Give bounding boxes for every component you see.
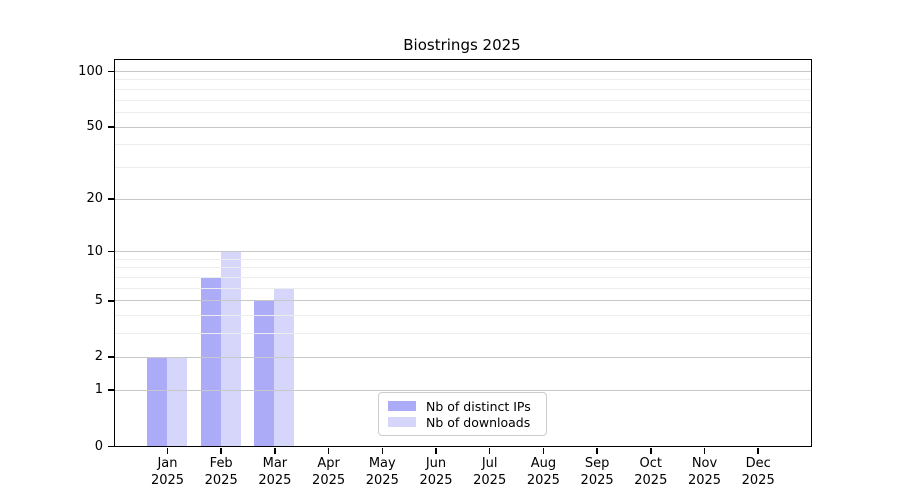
major-gridline: [115, 71, 811, 73]
minor-gridline: [115, 111, 811, 113]
x-tick: [327, 448, 330, 454]
legend-row: Nb of downloads: [388, 414, 546, 430]
year-label: 2025: [687, 473, 722, 488]
x-tick: [757, 448, 759, 454]
y-tick-label: 100: [78, 63, 103, 79]
bar-feb-series1: [220, 251, 241, 446]
month-label: Jan: [157, 456, 178, 471]
year-label: 2025: [741, 473, 775, 488]
month-label: Dec: [745, 456, 771, 471]
minor-gridline: [115, 267, 811, 269]
major-gridline: [115, 251, 811, 253]
x-tick: [596, 448, 598, 454]
x-tick-label-nov: Nov 2025: [673, 455, 737, 489]
y-tick-label: 0: [94, 438, 103, 454]
major-gridline: [115, 356, 811, 358]
legend: Nb of distinct IPs Nb of downloads: [378, 392, 547, 436]
y-tick: [108, 389, 115, 391]
y-tick-label: 20: [86, 191, 103, 207]
y-tick-label: 1: [94, 382, 103, 398]
x-tick: [542, 448, 545, 454]
x-tick: [650, 448, 652, 454]
month-label: Oct: [639, 456, 663, 471]
year-label: 2025: [204, 473, 238, 488]
year-label: 2025: [580, 473, 614, 488]
y-tick: [108, 356, 115, 358]
y-tick: [108, 250, 115, 253]
month-label: Aug: [530, 456, 557, 471]
x-tick-label-aug: Aug 2025: [511, 455, 575, 489]
year-label: 2025: [634, 473, 668, 488]
y-tick: [108, 70, 115, 73]
legend-label-series1: Nb of downloads: [426, 414, 531, 430]
bar-mar-series0: [254, 300, 275, 446]
x-tick-label-jan: Jan 2025: [136, 455, 200, 489]
minor-gridline: [115, 287, 811, 289]
bar-feb-series0: [200, 277, 221, 446]
y-tick: [108, 300, 115, 302]
major-gridline: [115, 198, 811, 200]
year-label: 2025: [473, 473, 507, 488]
minor-gridline: [115, 144, 811, 146]
minor-gridline: [115, 277, 811, 279]
month-label: Feb: [209, 456, 233, 471]
major-gridline: [115, 300, 811, 302]
x-tick: [166, 448, 169, 454]
y-tick-label: 50: [86, 119, 103, 135]
y-tick: [108, 445, 115, 448]
legend-swatch-series1: [388, 417, 416, 427]
x-tick: [381, 448, 384, 454]
x-tick-label-jul: Jul 2025: [458, 455, 522, 489]
x-tick-label-jun: Jun 2025: [404, 455, 468, 489]
y-tick: [108, 198, 115, 200]
bar-mar-series1: [274, 287, 295, 446]
month-label: Nov: [691, 456, 718, 471]
year-label: 2025: [150, 473, 185, 488]
x-tick-label-may: May 2025: [350, 455, 414, 489]
major-gridline: [115, 389, 811, 391]
x-tick-label-feb: Feb 2025: [189, 455, 253, 489]
month-label: Jun: [425, 456, 447, 471]
major-gridline: [115, 126, 811, 128]
x-tick-label-mar: Mar 2025: [243, 455, 307, 489]
legend-label-series0: Nb of distinct IPs: [426, 398, 531, 414]
legend-row: Nb of distinct IPs: [388, 398, 546, 414]
minor-gridline: [115, 333, 811, 335]
x-tick-label-oct: Oct 2025: [619, 455, 683, 489]
bar-jan-series0: [147, 356, 167, 446]
x-tick: [488, 448, 491, 454]
x-tick: [220, 448, 222, 454]
y-tick-label: 5: [94, 292, 103, 308]
chart-title: Biostrings 2025: [403, 36, 521, 54]
month-label: Jul: [481, 456, 498, 471]
year-label: 2025: [312, 473, 346, 488]
y-tick-label: 10: [86, 243, 103, 259]
bar-jan-series1: [167, 356, 187, 446]
x-tick-label-dec: Dec 2025: [726, 455, 790, 489]
month-label: Mar: [262, 456, 288, 471]
y-tick-label: 2: [94, 349, 103, 365]
y-tick: [108, 126, 115, 128]
year-label: 2025: [526, 473, 560, 488]
x-tick: [703, 448, 706, 454]
minor-gridline: [115, 166, 811, 168]
year-label: 2025: [419, 473, 453, 488]
x-tick: [274, 448, 276, 454]
year-label: 2025: [258, 473, 292, 488]
legend-swatch-series0: [388, 401, 416, 411]
plot-area: [114, 59, 812, 447]
x-tick: [435, 448, 437, 454]
month-label: Apr: [317, 456, 340, 471]
minor-gridline: [115, 88, 811, 90]
x-tick-label-sep: Sep 2025: [565, 455, 629, 489]
month-label: Sep: [584, 456, 610, 471]
minor-gridline: [115, 79, 811, 81]
minor-gridline: [115, 99, 811, 101]
year-label: 2025: [365, 473, 399, 488]
minor-gridline: [115, 315, 811, 317]
x-tick-label-apr: Apr 2025: [297, 455, 361, 489]
minor-gridline: [115, 258, 811, 260]
month-label: May: [368, 456, 396, 471]
